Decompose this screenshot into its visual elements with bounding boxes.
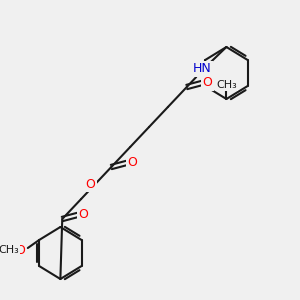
Text: O: O: [15, 244, 25, 256]
Text: O: O: [127, 157, 137, 169]
Text: HN: HN: [193, 62, 211, 76]
Text: CH₃: CH₃: [216, 80, 237, 90]
Text: CH₃: CH₃: [0, 245, 19, 255]
Text: O: O: [202, 76, 212, 89]
Text: O: O: [85, 178, 95, 190]
Text: O: O: [78, 208, 88, 221]
